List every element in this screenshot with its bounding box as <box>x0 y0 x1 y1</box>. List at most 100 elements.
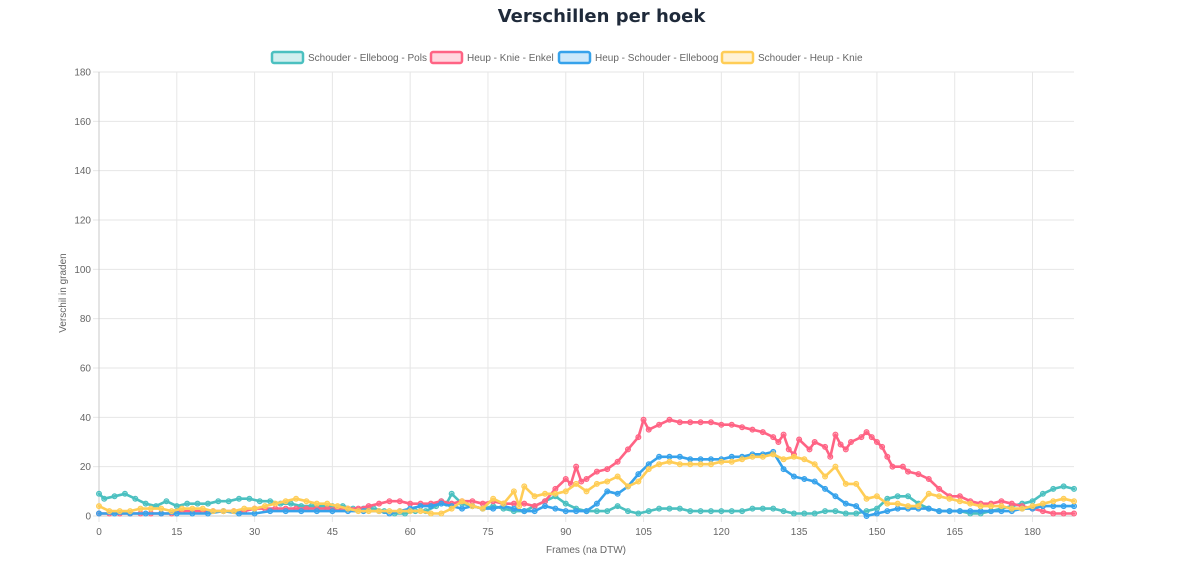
data-point[interactable] <box>811 439 818 446</box>
data-point[interactable] <box>386 508 393 515</box>
data-point[interactable] <box>853 480 860 487</box>
data-point[interactable] <box>396 498 403 505</box>
data-point[interactable] <box>490 505 497 512</box>
data-point[interactable] <box>604 466 611 473</box>
data-point[interactable] <box>873 439 880 446</box>
data-point[interactable] <box>1060 510 1067 517</box>
data-point[interactable] <box>718 421 725 428</box>
data-point[interactable] <box>645 466 652 473</box>
data-point[interactable] <box>552 490 559 497</box>
data-point[interactable] <box>666 458 673 465</box>
data-point[interactable] <box>697 461 704 468</box>
data-point[interactable] <box>101 495 108 502</box>
data-point[interactable] <box>189 510 196 517</box>
data-point[interactable] <box>583 488 590 495</box>
data-point[interactable] <box>282 508 289 515</box>
data-point[interactable] <box>988 508 995 515</box>
data-point[interactable] <box>785 446 792 453</box>
data-point[interactable] <box>251 505 258 512</box>
data-point[interactable] <box>676 419 683 426</box>
data-point[interactable] <box>386 498 393 505</box>
data-point[interactable] <box>884 495 891 502</box>
data-point[interactable] <box>739 424 746 431</box>
data-point[interactable] <box>822 443 829 450</box>
data-point[interactable] <box>542 490 549 497</box>
data-point[interactable] <box>1050 485 1057 492</box>
data-point[interactable] <box>142 510 149 517</box>
data-point[interactable] <box>583 508 590 515</box>
data-point[interactable] <box>884 500 891 507</box>
data-point[interactable] <box>95 490 102 497</box>
data-point[interactable] <box>728 453 735 460</box>
data-point[interactable] <box>889 463 896 470</box>
data-point[interactable] <box>905 468 912 475</box>
data-point[interactable] <box>801 456 808 463</box>
data-point[interactable] <box>562 488 569 495</box>
data-point[interactable] <box>376 508 383 515</box>
data-point[interactable] <box>573 463 580 470</box>
data-point[interactable] <box>936 508 943 515</box>
data-point[interactable] <box>562 476 569 483</box>
data-point[interactable] <box>313 500 320 507</box>
data-point[interactable] <box>194 500 201 507</box>
data-point[interactable] <box>562 500 569 507</box>
data-point[interactable] <box>811 478 818 485</box>
data-point[interactable] <box>946 508 953 515</box>
data-point[interactable] <box>707 461 714 468</box>
data-point[interactable] <box>967 508 974 515</box>
data-point[interactable] <box>707 419 714 426</box>
data-point[interactable] <box>521 500 528 507</box>
data-point[interactable] <box>687 419 694 426</box>
data-point[interactable] <box>967 500 974 507</box>
data-point[interactable] <box>1008 500 1015 507</box>
data-point[interactable] <box>246 495 253 502</box>
data-point[interactable] <box>313 508 320 515</box>
legend-item[interactable]: Heup - Knie - Enkel <box>429 50 554 65</box>
data-point[interactable] <box>801 510 808 517</box>
data-point[interactable] <box>210 508 217 515</box>
data-point[interactable] <box>1060 495 1067 502</box>
data-point[interactable] <box>697 419 704 426</box>
data-point[interactable] <box>111 493 118 500</box>
data-point[interactable] <box>593 480 600 487</box>
data-point[interactable] <box>199 505 206 512</box>
data-point[interactable] <box>832 431 839 438</box>
data-point[interactable] <box>365 503 372 510</box>
data-point[interactable] <box>853 503 860 510</box>
data-point[interactable] <box>303 498 310 505</box>
data-point[interactable] <box>116 508 123 515</box>
data-point[interactable] <box>770 451 777 458</box>
data-point[interactable] <box>697 456 704 463</box>
data-point[interactable] <box>614 490 621 497</box>
data-point[interactable] <box>863 512 870 519</box>
data-point[interactable] <box>946 495 953 502</box>
data-point[interactable] <box>977 508 984 515</box>
data-point[interactable] <box>510 500 517 507</box>
data-point[interactable] <box>749 505 756 512</box>
data-point[interactable] <box>749 453 756 460</box>
data-point[interactable] <box>272 500 279 507</box>
data-point[interactable] <box>1050 498 1057 505</box>
data-point[interactable] <box>542 503 549 510</box>
data-point[interactable] <box>666 505 673 512</box>
data-point[interactable] <box>759 505 766 512</box>
data-point[interactable] <box>593 508 600 515</box>
data-point[interactable] <box>604 478 611 485</box>
data-point[interactable] <box>516 503 523 510</box>
data-point[interactable] <box>718 508 725 515</box>
data-point[interactable] <box>905 503 912 510</box>
data-point[interactable] <box>707 508 714 515</box>
data-point[interactable] <box>853 510 860 517</box>
data-point[interactable] <box>142 500 149 507</box>
data-point[interactable] <box>656 461 663 468</box>
data-point[interactable] <box>127 508 134 515</box>
data-point[interactable] <box>894 500 901 507</box>
data-point[interactable] <box>873 505 880 512</box>
data-point[interactable] <box>645 426 652 433</box>
data-point[interactable] <box>956 508 963 515</box>
data-point[interactable] <box>640 416 647 423</box>
data-point[interactable] <box>780 431 787 438</box>
data-point[interactable] <box>256 498 263 505</box>
data-point[interactable] <box>624 508 631 515</box>
data-point[interactable] <box>267 508 274 515</box>
